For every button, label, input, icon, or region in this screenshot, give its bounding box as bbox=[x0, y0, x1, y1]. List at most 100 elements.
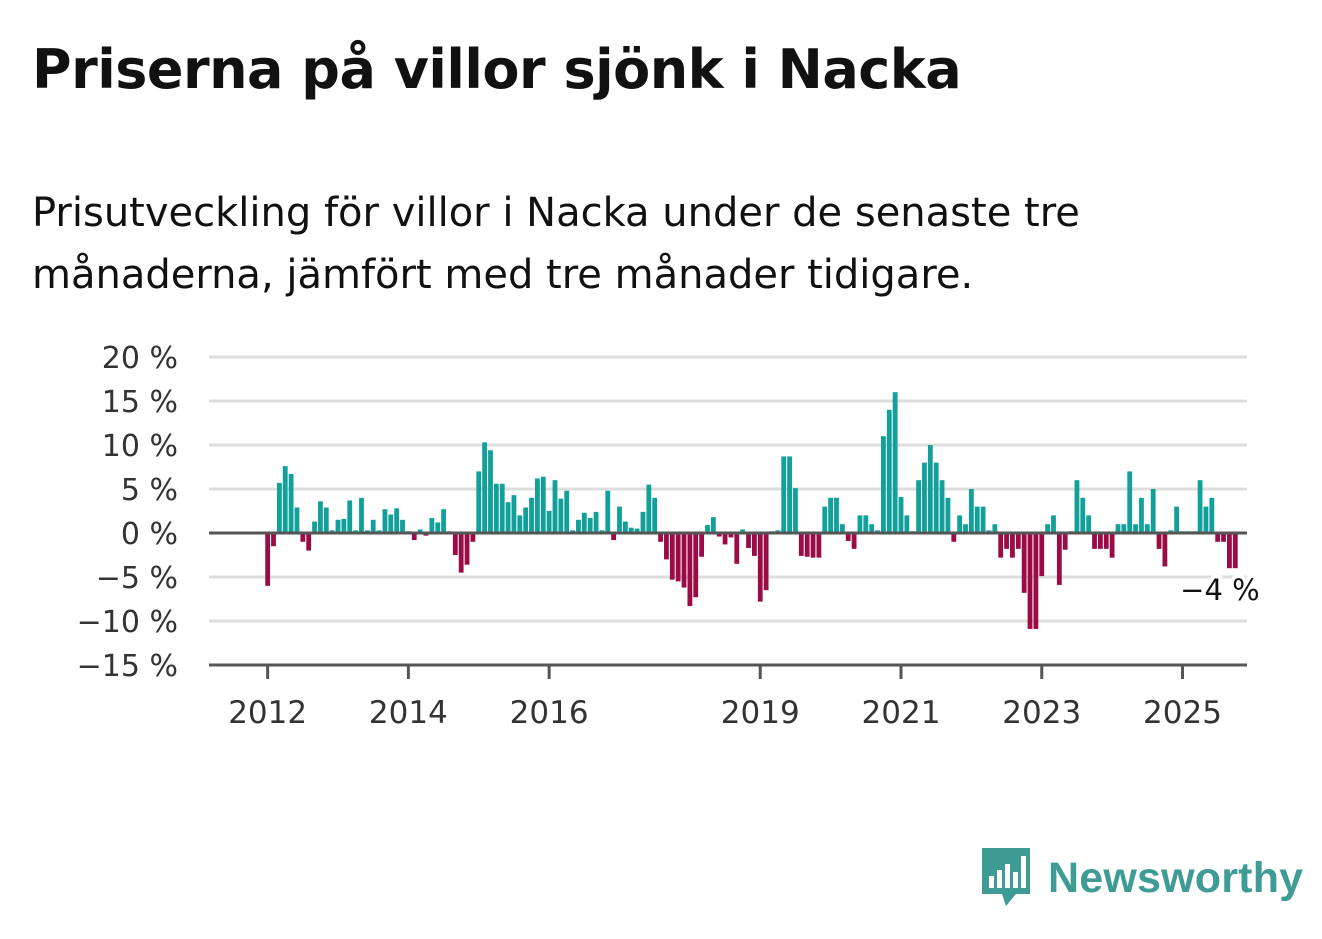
bar bbox=[511, 495, 517, 533]
bar bbox=[734, 533, 740, 564]
bar bbox=[751, 533, 757, 556]
bar bbox=[476, 471, 482, 533]
bar bbox=[1121, 524, 1127, 533]
bar bbox=[1010, 533, 1015, 558]
bar bbox=[652, 497, 658, 533]
bar bbox=[722, 533, 728, 545]
bar bbox=[763, 533, 769, 591]
bar bbox=[300, 533, 306, 542]
bar bbox=[1197, 480, 1203, 533]
bar bbox=[540, 476, 546, 533]
axes bbox=[209, 531, 1247, 679]
bar bbox=[728, 533, 734, 538]
bar bbox=[781, 456, 787, 533]
bar bbox=[1209, 497, 1215, 533]
bar bbox=[1215, 533, 1221, 542]
bar bbox=[341, 518, 347, 533]
bar bbox=[564, 490, 570, 533]
bar bbox=[1074, 480, 1080, 533]
bar bbox=[617, 506, 622, 533]
bar bbox=[1080, 497, 1086, 533]
bar bbox=[822, 506, 828, 533]
bar bbox=[1092, 533, 1097, 549]
bar bbox=[411, 533, 417, 541]
bar bbox=[1203, 506, 1209, 533]
bar bbox=[664, 533, 669, 560]
bar bbox=[1156, 533, 1162, 549]
bar bbox=[1133, 524, 1138, 533]
bar bbox=[916, 480, 921, 533]
bar bbox=[318, 501, 323, 533]
bar bbox=[452, 533, 458, 555]
bar bbox=[552, 480, 558, 533]
bar bbox=[1162, 533, 1168, 567]
bar bbox=[1174, 506, 1180, 533]
bar bbox=[1015, 533, 1021, 549]
bar bbox=[605, 490, 611, 533]
newsworthy-logo-icon bbox=[982, 848, 1030, 906]
bar bbox=[963, 524, 968, 533]
bar bbox=[1051, 515, 1056, 533]
bar bbox=[640, 511, 646, 533]
bar bbox=[669, 533, 675, 580]
bar bbox=[793, 488, 798, 533]
newsworthy-logo: Newsworthy bbox=[982, 848, 1303, 908]
y-tick-label: −10 % bbox=[77, 605, 178, 640]
bar bbox=[1221, 533, 1226, 542]
bar bbox=[370, 519, 376, 533]
bar bbox=[587, 518, 593, 533]
bar bbox=[382, 509, 388, 533]
bar bbox=[294, 507, 300, 533]
bar bbox=[417, 529, 423, 533]
bar bbox=[323, 507, 329, 533]
bar bbox=[546, 511, 552, 533]
bar bbox=[834, 497, 839, 533]
bar bbox=[1086, 515, 1092, 533]
bar bbox=[1033, 533, 1039, 629]
x-tick-label: 2016 bbox=[510, 695, 589, 731]
bar bbox=[265, 533, 271, 586]
x-tick-label: 2019 bbox=[721, 695, 800, 731]
bar bbox=[482, 442, 488, 533]
bar bbox=[646, 484, 652, 533]
latest-value-label: −4 % bbox=[1180, 573, 1260, 607]
bar bbox=[951, 533, 957, 542]
bar bbox=[593, 511, 599, 533]
bar bbox=[628, 527, 634, 533]
bar bbox=[922, 462, 927, 533]
bar bbox=[974, 506, 980, 533]
labels: 20 % 15 % 10 % 5 % 0 % −5 % −10 % −15 % 2012 2014… bbox=[77, 341, 1264, 731]
bar bbox=[1109, 533, 1115, 558]
bar bbox=[535, 478, 540, 533]
bar bbox=[1103, 533, 1109, 549]
bar bbox=[312, 521, 317, 533]
bar bbox=[687, 533, 693, 607]
bar bbox=[804, 533, 810, 557]
bar bbox=[1227, 533, 1232, 569]
bar bbox=[1021, 533, 1027, 593]
bar bbox=[787, 456, 792, 533]
bar bbox=[558, 498, 564, 533]
bar-chart: 20 % 15 % 10 % 5 % 0 % −5 % −10 % −15 % 2012 2014… bbox=[77, 341, 1264, 731]
gridlines bbox=[209, 355, 1247, 623]
bar bbox=[845, 533, 851, 541]
bar bbox=[464, 533, 470, 565]
bar bbox=[282, 466, 288, 533]
x-tick-label: 2014 bbox=[369, 695, 448, 731]
bar bbox=[611, 533, 617, 541]
x-tick-label: 2023 bbox=[1002, 695, 1081, 731]
bar bbox=[927, 445, 933, 533]
bar bbox=[992, 524, 998, 533]
bar bbox=[576, 519, 581, 533]
bar bbox=[347, 500, 353, 533]
bar bbox=[359, 497, 364, 533]
bar bbox=[400, 519, 405, 533]
bar bbox=[716, 533, 722, 537]
bar bbox=[505, 502, 511, 533]
bar bbox=[1232, 533, 1238, 569]
y-tick-label: 15 % bbox=[102, 385, 178, 420]
bar bbox=[857, 515, 863, 533]
bar bbox=[898, 496, 904, 533]
y-tick-label: 5 % bbox=[121, 473, 178, 508]
bar bbox=[839, 524, 845, 533]
